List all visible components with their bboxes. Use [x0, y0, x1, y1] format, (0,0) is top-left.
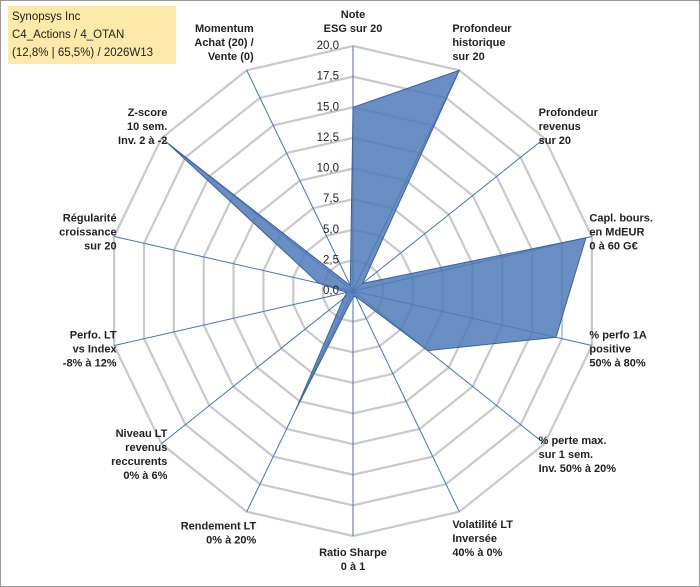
category-label: Niveau LT revenus reccurents 0% à 6%	[111, 428, 168, 482]
category-label: Rendement LT 0% à 20%	[181, 520, 257, 546]
category-label: % perfo 1A positive 50% à 80%	[589, 329, 647, 369]
category-label: Ratio Sharpe 0 à 1	[319, 547, 387, 573]
y-tick-label: 2,5	[323, 254, 339, 266]
y-tick-label: 0,0	[323, 285, 339, 297]
y-tick-label: 12,5	[317, 132, 339, 144]
chart-title: C4_Actions / 4_OTAN	[12, 29, 124, 41]
category-label: Profondeur historique sur 20	[452, 23, 512, 63]
category-label: % perte max. sur 1 sem. Inv. 50% à 20%	[539, 435, 617, 475]
chart-title: Synopsys Inc	[12, 11, 81, 23]
y-tick-label: 10,0	[317, 163, 339, 175]
category-label: Profondeur revenus sur 20	[539, 107, 599, 147]
category-label: Régularité croissance sur 20	[59, 212, 116, 252]
spoke	[114, 290, 354, 347]
y-tick-label: 7,5	[323, 193, 339, 205]
category-label: Note ESG sur 20	[324, 9, 383, 35]
title-box	[8, 6, 176, 64]
y-tick-label: 20,0	[317, 40, 339, 52]
y-tick-label: 17,5	[317, 71, 339, 83]
category-label: Z-score 10 sem. Inv. 2 à -2	[118, 107, 167, 147]
category-label: Perfo. LT vs Index -8% à 12%	[63, 329, 118, 369]
spoke	[114, 235, 354, 292]
category-label: Volatilité LT Inversée 40% à 0%	[452, 519, 513, 559]
y-tick-label: 15,0	[317, 101, 339, 113]
y-tick-label: 5,0	[323, 224, 339, 236]
spoke	[352, 137, 545, 292]
category-label: Capl. bours. en MdEUR 0 à 60 G€	[589, 212, 653, 252]
chart-title: (12,8% | 65,5%) / 2026W13	[12, 47, 153, 59]
category-label: Momentum Achat (20) / Vente (0)	[194, 23, 254, 63]
spoke	[161, 290, 354, 445]
radar-area	[166, 69, 587, 411]
spoke	[352, 290, 460, 512]
spoke	[246, 70, 354, 292]
